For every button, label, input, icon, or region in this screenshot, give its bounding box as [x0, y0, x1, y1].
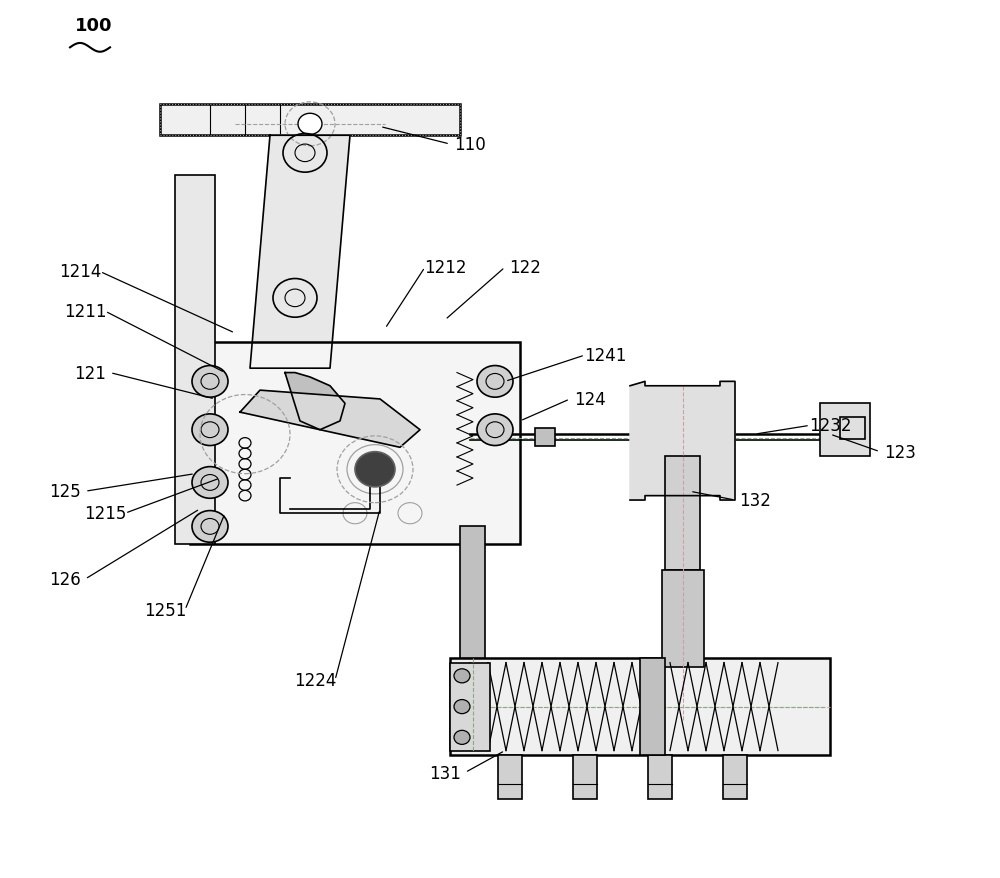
- Circle shape: [454, 700, 470, 714]
- Text: 1232: 1232: [809, 417, 851, 435]
- Bar: [648, 755, 672, 799]
- Text: 121: 121: [74, 364, 106, 382]
- Bar: [840, 417, 865, 439]
- Text: 126: 126: [49, 571, 81, 588]
- Circle shape: [192, 467, 228, 499]
- Text: 1214: 1214: [59, 263, 101, 281]
- Bar: [450, 663, 490, 751]
- Text: 100: 100: [75, 17, 112, 35]
- Text: 125: 125: [49, 483, 81, 500]
- Bar: [665, 457, 700, 571]
- Text: 1251: 1251: [144, 601, 186, 619]
- Circle shape: [454, 730, 470, 745]
- Text: 1211: 1211: [64, 303, 106, 320]
- Text: 131: 131: [429, 764, 461, 781]
- Polygon shape: [250, 136, 350, 369]
- Text: 1224: 1224: [294, 672, 336, 689]
- Circle shape: [355, 452, 395, 487]
- Bar: [498, 755, 522, 799]
- Bar: [573, 755, 597, 799]
- Bar: [450, 658, 830, 755]
- Text: 110: 110: [454, 136, 486, 154]
- Bar: [175, 176, 215, 544]
- Bar: [662, 571, 704, 667]
- Text: 132: 132: [739, 492, 771, 509]
- Bar: [820, 404, 870, 457]
- Text: 1241: 1241: [584, 347, 626, 364]
- Circle shape: [192, 414, 228, 446]
- Bar: [640, 658, 665, 755]
- Bar: [460, 527, 485, 658]
- Circle shape: [192, 366, 228, 398]
- Text: 122: 122: [509, 259, 541, 277]
- Bar: [723, 755, 747, 799]
- Polygon shape: [630, 382, 735, 500]
- Circle shape: [454, 669, 470, 683]
- Text: 123: 123: [884, 443, 916, 461]
- Polygon shape: [240, 391, 420, 448]
- Circle shape: [477, 414, 513, 446]
- Text: 124: 124: [574, 391, 606, 408]
- Text: 1212: 1212: [424, 259, 466, 277]
- Bar: [190, 342, 520, 544]
- Circle shape: [298, 114, 322, 135]
- Circle shape: [477, 366, 513, 398]
- Bar: [535, 428, 555, 446]
- Bar: [160, 105, 460, 136]
- Text: 1215: 1215: [84, 505, 126, 522]
- Circle shape: [192, 511, 228, 543]
- Polygon shape: [285, 373, 345, 430]
- Bar: [160, 105, 460, 136]
